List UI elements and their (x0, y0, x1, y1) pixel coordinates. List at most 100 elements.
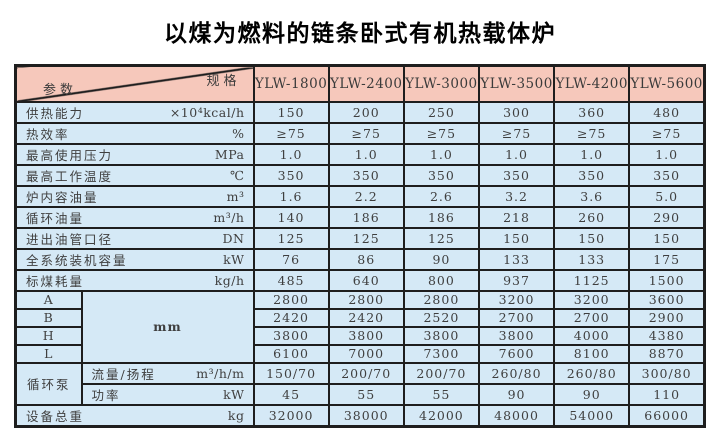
value-cell: 300/80 (628, 361, 706, 385)
row-label: 循环油量 (26, 210, 85, 226)
value-cell: ≥75 (628, 121, 706, 145)
value-cell: 1125 (553, 268, 631, 292)
row-label-cell: 全系统装机容量 kW (14, 247, 255, 271)
value-cell: 350 (628, 163, 706, 187)
value-cell: 4380 (628, 325, 706, 346)
row-unit: kg/h (214, 272, 245, 288)
table-row: L 6100 7000 7300 7600 8100 8870 (14, 343, 706, 364)
table-row: 进出油管口径 DN 125 125 125 150 150 150 (14, 226, 706, 250)
table-row: 功率 kW 45 55 55 90 90 110 (16, 382, 706, 406)
dimension-label-cell: H (14, 325, 83, 346)
value-cell: 133 (553, 247, 631, 271)
value-cell: 800 (402, 268, 480, 292)
value-cell: 125 (327, 226, 405, 250)
row-label: 炉内容油量 (26, 189, 99, 205)
value-cell: 4000 (553, 325, 631, 346)
value-cell: 350 (327, 163, 405, 187)
row-label-cell: 供热能力 ×10⁴kcal/h (14, 100, 255, 124)
column-header: YLW-3500 (477, 64, 556, 103)
value-cell: 42000 (402, 403, 480, 427)
value-cell: 90 (477, 382, 556, 406)
value-cell: 2800 (402, 289, 480, 310)
value-cell: 86 (327, 247, 405, 271)
value-cell: 76 (252, 247, 330, 271)
value-cell: 125 (402, 226, 480, 250)
value-cell: 150 (628, 226, 706, 250)
row-unit: kW (223, 386, 245, 402)
header-row: 规格 参数 YLW-1800 YLW-2400 YLW-3000 YLW-350… (14, 64, 706, 103)
value-cell: 3800 (402, 325, 480, 346)
value-cell: ≥75 (553, 121, 631, 145)
value-cell: 7300 (402, 343, 480, 364)
value-cell: 55 (402, 382, 480, 406)
value-cell: 2800 (327, 289, 405, 310)
value-cell: 3600 (628, 289, 706, 310)
value-cell: ≥75 (327, 121, 405, 145)
row-label: 进出油管口径 (26, 231, 114, 247)
corner-param-label: 参数 (43, 82, 78, 98)
value-cell: 3.2 (477, 184, 556, 208)
value-cell: 8100 (553, 343, 631, 364)
value-cell: 485 (252, 268, 330, 292)
value-cell: 175 (628, 247, 706, 271)
value-cell: 110 (628, 382, 706, 406)
row-unit: DN (222, 230, 245, 246)
row-label: 最高使用压力 (26, 147, 114, 163)
value-cell: 200/70 (327, 361, 405, 385)
value-cell: 2700 (553, 307, 631, 328)
value-cell: ≥75 (402, 121, 480, 145)
value-cell: 3800 (252, 325, 330, 346)
value-cell: 48000 (477, 403, 556, 427)
value-cell: 2900 (628, 307, 706, 328)
value-cell: 140 (252, 205, 330, 229)
value-cell: 360 (553, 100, 631, 124)
value-cell: 3.6 (553, 184, 631, 208)
row-label-cell: 最高工作温度 ℃ (14, 163, 255, 187)
table-row: B 2420 2420 2520 2700 2700 2900 (14, 307, 706, 328)
dimension-label-cell: B (14, 307, 83, 328)
row-unit: ℃ (230, 167, 245, 183)
row-unit: m³/h (213, 209, 245, 225)
value-cell: 2420 (252, 307, 330, 328)
value-cell: 133 (477, 247, 556, 271)
value-cell: 150 (252, 100, 330, 124)
row-unit: m³/h/m (196, 365, 245, 381)
value-cell: 350 (553, 163, 631, 187)
value-cell: ≥75 (252, 121, 330, 145)
row-label: 供热能力 (26, 105, 85, 121)
table-row: 供热能力 ×10⁴kcal/h 150 200 250 300 360 480 (14, 100, 706, 124)
column-header: YLW-2400 (327, 64, 405, 103)
value-cell: 3200 (553, 289, 631, 310)
row-label: 热效率 (26, 126, 70, 142)
table-row: 最高使用压力 MPa 1.0 1.0 1.0 1.0 1.0 1.0 (14, 142, 706, 166)
row-label: 全系统装机容量 (26, 252, 128, 268)
table-row: 热效率% ≥75 ≥75 ≥75 ≥75 ≥75 ≥75 (14, 121, 706, 145)
value-cell: 6100 (252, 343, 330, 364)
value-cell: 2800 (252, 289, 330, 310)
label-unit-wrap: 最高工作温度 ℃ (18, 167, 252, 184)
value-cell: 937 (477, 268, 556, 292)
value-cell: 90 (402, 247, 480, 271)
label-unit-wrap: 功率 kW (84, 386, 252, 403)
value-cell: 150 (553, 226, 631, 250)
value-cell: 350 (252, 163, 330, 187)
value-cell: 38000 (327, 403, 405, 427)
label-unit-wrap: 供热能力 ×10⁴kcal/h (18, 104, 252, 121)
value-cell: 1.0 (252, 142, 330, 166)
table-row: 最高工作温度 ℃ 350 350 350 350 350 350 (14, 163, 706, 187)
value-cell: 640 (327, 268, 405, 292)
row-label: 流量/扬程 (91, 366, 156, 382)
value-cell: 3800 (327, 325, 405, 346)
row-label-cell: 进出油管口径 DN (14, 226, 255, 250)
row-unit: kg (227, 407, 245, 423)
corner-spec-label: 规格 (206, 74, 241, 89)
value-cell: 300 (477, 100, 556, 124)
label-unit-wrap: 设备总重 kg (18, 406, 252, 424)
value-cell: 1.0 (327, 142, 405, 166)
label-unit-wrap: 循环油量 m³/h (18, 209, 252, 226)
row-unit: MPa (214, 146, 245, 162)
table-row: 标煤耗量 kg/h 485 640 800 937 1125 1500 (14, 268, 706, 292)
value-cell: 250 (402, 100, 480, 124)
dimension-label-cell: A (14, 289, 83, 310)
